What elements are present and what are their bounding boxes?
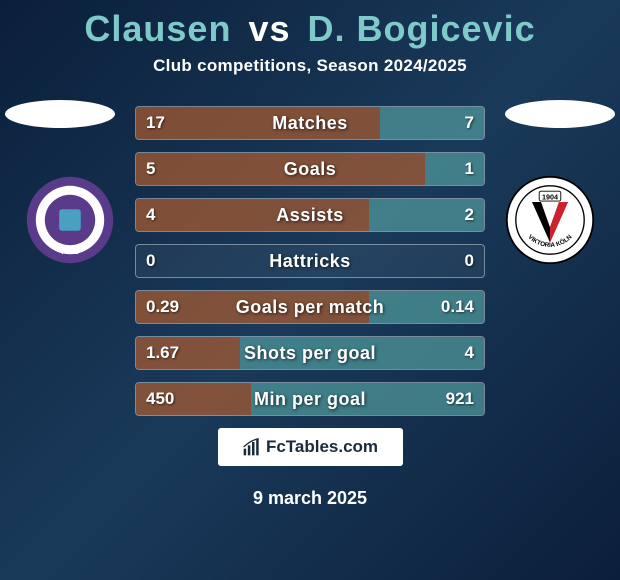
stat-label: Min per goal — [136, 389, 484, 410]
player1-oval — [5, 100, 115, 128]
player1-name: Clausen — [84, 8, 231, 49]
vs-text: vs — [248, 8, 290, 49]
stat-row: 1.67 Shots per goal 4 — [135, 336, 485, 370]
stat-label: Assists — [136, 205, 484, 226]
stat-row: 5 Goals 1 — [135, 152, 485, 186]
stat-row: 450 Min per goal 921 — [135, 382, 485, 416]
stat-label: Shots per goal — [136, 343, 484, 364]
stat-label: Hattricks — [136, 251, 484, 272]
stat-value-right: 0 — [465, 251, 474, 271]
chart-icon — [242, 437, 262, 457]
stat-label: Goals per match — [136, 297, 484, 318]
stat-row: 17 Matches 7 — [135, 106, 485, 140]
stat-value-right: 921 — [446, 389, 474, 409]
stat-label: Goals — [136, 159, 484, 180]
stat-value-right: 0.14 — [441, 297, 474, 317]
stat-row: 0.29 Goals per match 0.14 — [135, 290, 485, 324]
stats-container: 17 Matches 7 5 Goals 1 4 Assists 2 0 Hat… — [135, 106, 485, 416]
stat-value-right: 1 — [465, 159, 474, 179]
svg-text:1904: 1904 — [542, 192, 558, 201]
stat-value-right: 7 — [465, 113, 474, 133]
svg-text:AUE: AUE — [61, 247, 79, 256]
stat-row: 4 Assists 2 — [135, 198, 485, 232]
club-badge-left: FC ERZGEBIRGE AUE — [25, 175, 115, 265]
date-text: 9 march 2025 — [0, 488, 620, 509]
player2-oval — [505, 100, 615, 128]
club-badge-right: 1904 VIKTORIA KÖLN — [505, 175, 595, 265]
comparison-title: Clausen vs D. Bogicevic — [0, 0, 620, 50]
stat-value-right: 4 — [465, 343, 474, 363]
stat-value-right: 2 — [465, 205, 474, 225]
brand-text: FcTables.com — [266, 437, 378, 457]
footer-brand: FcTables.com — [218, 428, 403, 466]
stat-row: 0 Hattricks 0 — [135, 244, 485, 278]
player2-name: D. Bogicevic — [308, 8, 536, 49]
subtitle: Club competitions, Season 2024/2025 — [0, 56, 620, 76]
stat-label: Matches — [136, 113, 484, 134]
